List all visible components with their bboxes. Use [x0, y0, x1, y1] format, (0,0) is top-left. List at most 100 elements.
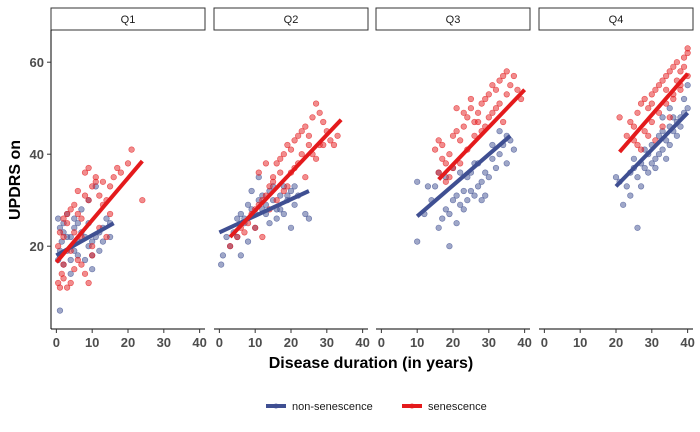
data-point [309, 114, 316, 121]
data-point [99, 238, 107, 245]
data-point [89, 252, 96, 259]
data-point [71, 201, 78, 208]
data-point [244, 238, 252, 245]
data-point [655, 132, 663, 139]
data-point [71, 215, 78, 222]
data-point [67, 206, 74, 213]
data-point [298, 128, 305, 135]
data-point [56, 284, 64, 291]
x-tick-label: 0 [53, 335, 60, 350]
data-point [85, 279, 92, 287]
facet-label: Q4 [609, 14, 624, 26]
data-point [648, 118, 655, 126]
data-point [218, 261, 225, 268]
x-tick-label: 30 [157, 335, 171, 350]
facet-panel-q2: Q2 0 10 20 30 40 [213, 7, 370, 350]
data-point [262, 160, 270, 167]
data-point [92, 178, 99, 185]
data-point [259, 233, 266, 241]
data-point [124, 160, 132, 167]
data-point [280, 187, 287, 195]
data-point [71, 229, 78, 236]
data-point [414, 178, 421, 185]
data-point [684, 82, 691, 89]
x-tick-label: 0 [378, 335, 385, 350]
x-tick-label: 20 [609, 335, 623, 350]
data-point [684, 45, 691, 52]
data-point [60, 215, 67, 222]
data-point [302, 210, 309, 218]
data-point [659, 146, 666, 153]
data-point [482, 95, 489, 103]
data-point [637, 146, 645, 153]
data-point [85, 197, 92, 204]
facet-strip [213, 7, 369, 31]
data-point [85, 164, 92, 172]
data-point [442, 178, 449, 185]
data-point [442, 206, 449, 213]
x-tick-label: 30 [645, 335, 659, 350]
x-tick-label: 10 [85, 335, 99, 350]
data-point [99, 178, 107, 185]
data-point [446, 174, 453, 181]
data-point [514, 86, 521, 93]
data-point [234, 215, 241, 222]
data-point [316, 109, 323, 116]
data-point [677, 86, 684, 93]
data-point [414, 238, 421, 245]
data-point [96, 192, 103, 199]
data-point [645, 105, 652, 112]
trend-line [54, 159, 144, 264]
data-point [139, 197, 146, 204]
data-point [64, 284, 71, 291]
facet-panel-q3: Q3 0 10 20 30 40 [375, 7, 532, 350]
data-point [634, 141, 641, 149]
data-point [312, 100, 320, 107]
data-point [485, 114, 492, 121]
data-point [287, 187, 295, 195]
data-point [56, 307, 64, 314]
data-point [659, 123, 666, 130]
data-point [467, 187, 475, 195]
data-point [503, 160, 510, 167]
data-point [492, 164, 500, 172]
data-point [489, 82, 496, 89]
data-point [320, 118, 327, 126]
data-point [287, 146, 295, 153]
trend-line [218, 189, 310, 235]
legend-label: non-senescence [292, 401, 373, 413]
y-tick-label: 20 [30, 239, 44, 254]
data-point [449, 132, 457, 139]
data-point [485, 174, 492, 181]
data-point [81, 192, 89, 199]
data-point [291, 137, 298, 144]
facet-strip [375, 7, 531, 31]
data-point [467, 95, 475, 103]
data-point [327, 137, 334, 144]
data-point [496, 128, 503, 135]
data-point [482, 169, 489, 176]
data-point [266, 220, 273, 227]
trend-line [228, 118, 343, 239]
data-point [489, 109, 496, 116]
data-point [81, 256, 89, 264]
data-point [677, 123, 684, 130]
data-point [320, 141, 327, 149]
data-point [457, 169, 464, 176]
data-point [478, 100, 485, 107]
data-point [637, 100, 645, 107]
y-axis-title: UPDRS on [7, 140, 24, 220]
x-tick-label: 40 [517, 335, 531, 350]
data-point [334, 132, 341, 139]
y-tick-label: 60 [30, 55, 44, 70]
legend: non-senescence senescence [266, 401, 487, 413]
facet-label: Q1 [121, 14, 136, 26]
data-point [641, 128, 648, 135]
data-point [634, 109, 641, 116]
data-point [277, 155, 284, 162]
data-point [74, 256, 81, 264]
data-point [467, 105, 475, 112]
data-point [103, 233, 110, 241]
x-tick-label: 10 [573, 335, 587, 350]
data-point [634, 174, 641, 181]
